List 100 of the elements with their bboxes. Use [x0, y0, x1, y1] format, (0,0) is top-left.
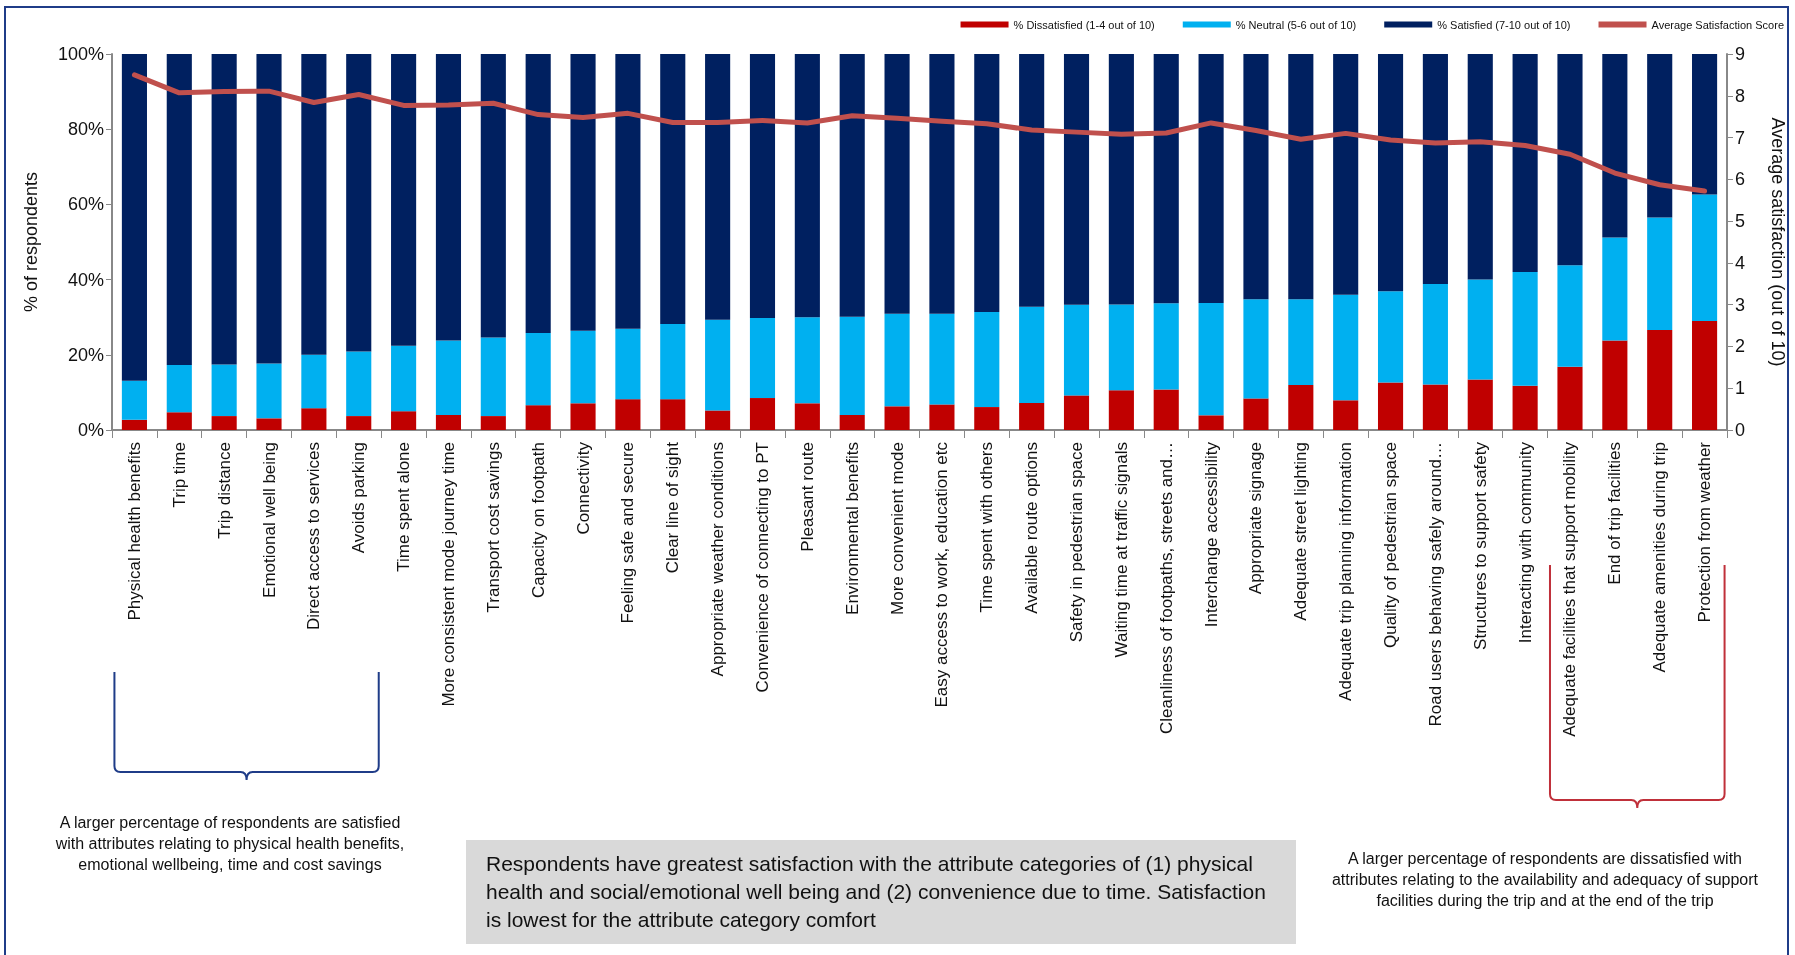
- x-tick-label: Environmental benefits: [842, 442, 862, 615]
- bar: [1647, 54, 1673, 218]
- bar: [1063, 54, 1090, 305]
- bar: [301, 54, 327, 355]
- bar: [1422, 284, 1448, 385]
- y2-tick-label: 1: [1735, 378, 1746, 399]
- bar: [1153, 389, 1179, 430]
- bar: [1557, 265, 1583, 367]
- bar: [839, 414, 865, 430]
- x-tick-label: Pleasant route: [797, 442, 817, 552]
- bar: [121, 54, 147, 381]
- bar: [1288, 54, 1314, 300]
- bar: [1647, 329, 1673, 430]
- bar: [211, 54, 237, 365]
- bar: [1063, 304, 1090, 396]
- x-tick-label: Structures to support safety: [1470, 441, 1490, 650]
- x-tick-label: Quality of pedestrian space: [1381, 442, 1401, 649]
- bar: [121, 380, 147, 420]
- x-tick-label: More consistent mode journey time: [438, 442, 458, 707]
- y2-tick-label: 2: [1735, 336, 1746, 357]
- bar: [1108, 304, 1134, 391]
- bar: [1243, 398, 1269, 430]
- text: A larger percentage of respondents are dissatisfied with attributes relating to the availability and adequacy of support facilities during the trip and at the end of the trip: [1330, 849, 1759, 911]
- bar: [525, 405, 551, 430]
- bar: [884, 406, 910, 430]
- bar: [256, 418, 282, 430]
- legend-label: % Neutral (5-6 out of 10): [1235, 18, 1357, 31]
- bar: [794, 403, 820, 430]
- x-tick-label: End of trip facilities: [1605, 442, 1625, 585]
- bar: [1602, 340, 1628, 430]
- bar: [1467, 54, 1493, 280]
- bar: [1602, 54, 1628, 238]
- bar: [794, 54, 820, 318]
- bar: [660, 323, 686, 400]
- bar: [974, 407, 1000, 430]
- bar: [121, 419, 147, 430]
- x-tick-label: Available route options: [1022, 442, 1042, 614]
- bar: [480, 54, 506, 338]
- bar: [525, 54, 551, 333]
- y-tick-label: 20%: [67, 344, 104, 365]
- bar: [1512, 385, 1538, 430]
- bar: [1198, 302, 1224, 416]
- bar: [1288, 384, 1314, 430]
- bar: [1422, 54, 1448, 285]
- y2-axis-title: Average satisfaction (out of 10): [1768, 117, 1788, 367]
- x-tick-label: Emotional well being: [259, 442, 279, 598]
- bar: [749, 317, 776, 399]
- y2-tick-label: 7: [1735, 127, 1746, 148]
- bar: [884, 313, 910, 407]
- bar: [839, 316, 865, 415]
- y-tick-label: 40%: [67, 269, 104, 290]
- bar: [1243, 54, 1269, 300]
- bar: [705, 410, 731, 430]
- bar: [346, 54, 372, 352]
- x-tick-label: Time spent with others: [977, 442, 997, 613]
- bar: [570, 403, 596, 430]
- x-tick-label: Appropriate signage: [1246, 442, 1266, 595]
- y2-tick-label: 5: [1735, 211, 1746, 232]
- bar: [1602, 237, 1628, 341]
- x-tick-label: Trip time: [169, 442, 189, 508]
- y2-tick-label: 6: [1735, 169, 1746, 190]
- bar: [391, 54, 417, 346]
- text: Respondents have greatest satisfaction with the attribute categories of (1) physical health and social/emotional well being and (2) convenience due to time. Satisfaction is lowest for the attribute category comfort: [466, 840, 1296, 944]
- bar: [660, 54, 686, 324]
- bar: [974, 54, 1000, 312]
- x-tick-label: Connectivity: [573, 441, 593, 535]
- bar: [929, 404, 955, 430]
- bar: [435, 414, 462, 430]
- x-tick-label: Interacting with community: [1515, 441, 1535, 644]
- bar: [1692, 194, 1718, 321]
- bar: [346, 351, 372, 417]
- y2-tick-label: 4: [1735, 252, 1746, 273]
- x-tick-label: Interchange accessibility: [1201, 441, 1221, 628]
- bar: [884, 54, 910, 314]
- x-tick-label: Cleanliness of footpaths, streets and…: [1156, 442, 1176, 734]
- bar: [391, 411, 417, 430]
- legend-label: Average Satisfaction Score: [1651, 18, 1784, 31]
- bar: [1422, 384, 1448, 430]
- bar: [929, 313, 955, 405]
- x-tick-label: Protection from weather: [1695, 441, 1715, 623]
- bar: [794, 317, 820, 404]
- bar: [480, 416, 506, 430]
- x-tick-label: Trip distance: [214, 442, 234, 539]
- bar: [166, 54, 192, 365]
- bar: [435, 54, 462, 341]
- y-tick-label: 100%: [57, 44, 104, 64]
- x-tick-label: Avoids parking: [349, 442, 369, 554]
- bar: [705, 319, 731, 411]
- y-tick-label: 80%: [67, 119, 104, 140]
- bar: [1243, 299, 1269, 399]
- bar: [1377, 54, 1404, 292]
- bar: [1647, 217, 1673, 330]
- x-tick-label: Adequate amenities during trip: [1650, 442, 1670, 673]
- y-tick-label: 60%: [67, 194, 104, 215]
- x-tick-label: Adequate trip planning information: [1336, 442, 1356, 701]
- bar: [974, 311, 1000, 408]
- x-tick-label: Capacity on footpath: [528, 442, 548, 598]
- bar: [480, 337, 506, 417]
- bar: [211, 416, 237, 430]
- bar: [301, 408, 327, 430]
